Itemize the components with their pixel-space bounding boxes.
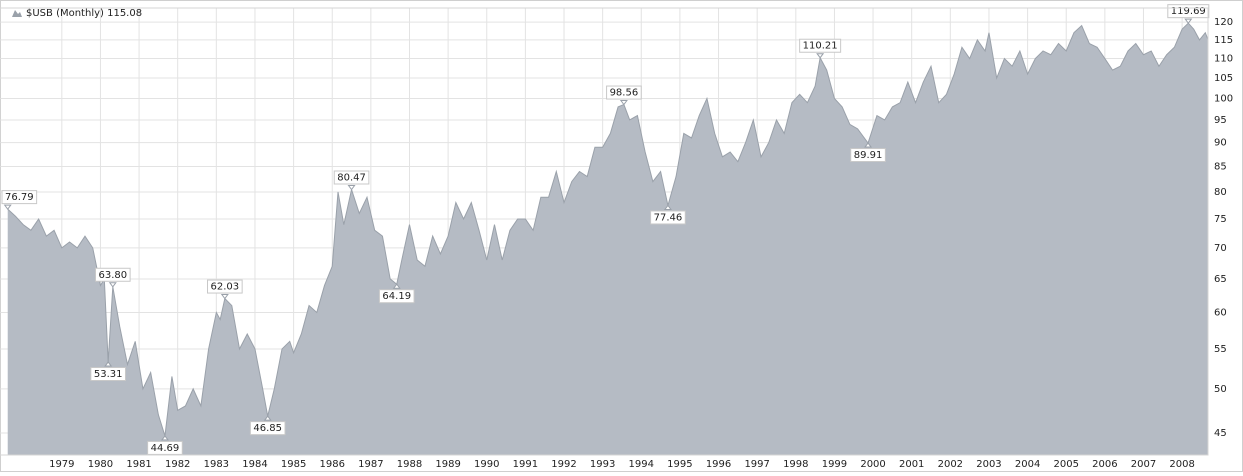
- x-tick-label: 1992: [551, 459, 576, 470]
- annotation-marker: [104, 361, 113, 367]
- annotation-box: [606, 85, 642, 100]
- x-tick-label: 1991: [513, 459, 538, 470]
- annotation-label: 46.85: [253, 423, 282, 434]
- annotation-box: [378, 289, 415, 304]
- x-tick-label: 2008: [1169, 459, 1194, 470]
- y-tick-label: 120: [1214, 17, 1233, 28]
- y-tick-label: 110: [1214, 54, 1233, 65]
- annotation-marker: [263, 415, 272, 421]
- x-tick-label: 1993: [590, 459, 615, 470]
- x-tick-label: 1988: [397, 459, 422, 470]
- annotation-box: [207, 279, 243, 294]
- annotation-label: 119.69: [1171, 6, 1206, 17]
- x-tick-label: 1997: [744, 459, 769, 470]
- x-tick-label: 1989: [435, 459, 460, 470]
- plot: [7, 22, 1209, 455]
- annotation-label: 98.56: [610, 88, 639, 99]
- plot-border: [0, 7, 1209, 456]
- title-icon: [12, 10, 22, 17]
- annotation-label: 80.47: [337, 173, 366, 184]
- annotation-box: [850, 148, 886, 163]
- y-tick-label: 75: [1214, 214, 1227, 225]
- x-tick-label: 1994: [629, 459, 654, 470]
- annotation-marker: [347, 185, 356, 191]
- y-tick-label: 60: [1214, 307, 1227, 318]
- annotation-marker: [160, 435, 169, 441]
- annotation-label: 63.80: [98, 270, 127, 281]
- x-tick-label: 2007: [1131, 459, 1156, 470]
- x-tick-label: 2005: [1053, 459, 1078, 470]
- annotation-marker: [108, 282, 117, 288]
- y-tick-label: 105: [1214, 73, 1233, 84]
- x-tick-label: 1982: [165, 459, 190, 470]
- x-tick-label: 2001: [899, 459, 924, 470]
- annotation-label: 53.31: [94, 369, 123, 380]
- annotation-label: 110.21: [803, 41, 838, 52]
- annotation-marker: [220, 294, 229, 300]
- y-tick-label: 95: [1214, 115, 1227, 126]
- y-tick-label: 70: [1214, 243, 1227, 254]
- area-fill: [7, 23, 1209, 455]
- x-tick-label: 1984: [242, 459, 267, 470]
- chart-title: $USB (Monthly) 115.08: [26, 8, 142, 19]
- x-tick-label: 1983: [204, 459, 229, 470]
- annotation-label: 62.03: [211, 282, 240, 293]
- annotation-box: [799, 38, 842, 53]
- y-tick-label: 90: [1214, 138, 1227, 149]
- annotation-marker: [1184, 18, 1193, 24]
- x-tick-label: 1995: [667, 459, 692, 470]
- x-tick-label: 1980: [88, 459, 113, 470]
- x-tick-label: 2006: [1092, 459, 1117, 470]
- x-tick-label: 2002: [938, 459, 963, 470]
- y-tick-label: 65: [1214, 274, 1227, 285]
- y-tick-label: 100: [1214, 93, 1233, 104]
- x-tick-label: 1981: [126, 459, 151, 470]
- x-tick-label: 1999: [822, 459, 847, 470]
- annotation-box: [650, 210, 686, 225]
- annotation-marker: [392, 283, 401, 289]
- x-tick-label: 1996: [706, 459, 731, 470]
- y-tick-label: 115: [1214, 35, 1233, 46]
- annotation-label: 77.46: [654, 212, 683, 223]
- x-tick-label: 1986: [320, 459, 345, 470]
- y-tick-label: 80: [1214, 187, 1227, 198]
- annotation-box: [90, 367, 126, 382]
- y-tick-label: 45: [1214, 428, 1227, 439]
- annotation-label: 44.69: [151, 443, 180, 454]
- axes: 45 50 55 60 65 70 75 80 85 90 95 100 105 110 115 120 197…: [0, 7, 1233, 470]
- annotation-box: [147, 440, 183, 455]
- x-tick-label: 1985: [281, 459, 306, 470]
- annotation-marker: [864, 142, 873, 148]
- annotation-box: [333, 170, 370, 185]
- y-tick-label: 55: [1214, 344, 1227, 355]
- annotation-label: 89.91: [854, 150, 883, 161]
- annotation-label: 64.19: [382, 291, 411, 302]
- x-tick-label: 2004: [1015, 459, 1040, 470]
- annotation-box: [94, 267, 131, 282]
- x-tick-label: 1990: [474, 459, 499, 470]
- annotation-marker: [663, 204, 672, 210]
- x-tick-label: 2000: [860, 459, 885, 470]
- annotation-box: [249, 421, 286, 436]
- x-tick-label: 2003: [976, 459, 1001, 470]
- price-line: [7, 22, 1209, 437]
- x-tick-label: 1998: [783, 459, 808, 470]
- annotation-marker: [619, 100, 628, 106]
- y-tick-label: 85: [1214, 162, 1227, 173]
- annotation-marker: [3, 204, 12, 210]
- annotation-marker: [816, 53, 825, 59]
- y-tick-label: 50: [1214, 384, 1227, 395]
- annotation-label: 76.79: [5, 192, 34, 203]
- annotation-box: [1, 190, 38, 205]
- x-tick-label: 1979: [49, 459, 74, 470]
- x-tick-label: 1987: [358, 459, 383, 470]
